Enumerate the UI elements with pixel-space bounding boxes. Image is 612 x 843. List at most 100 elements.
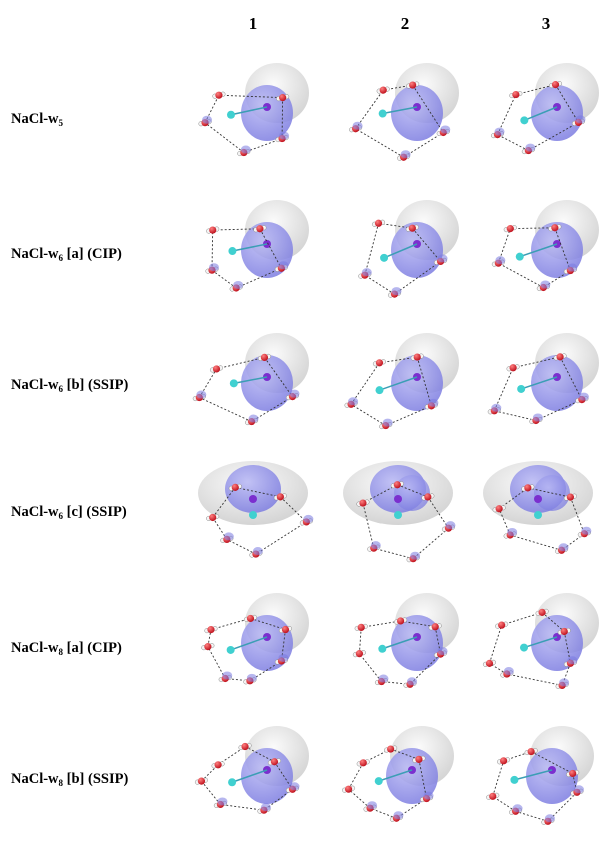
oxygen-atom [374, 219, 383, 227]
oxygen-atom [569, 769, 577, 778]
column-header-1: 1 [248, 14, 258, 33]
oxygen-atom [241, 742, 249, 751]
oxygen-atom [281, 625, 290, 634]
water-orbital-lobe [573, 785, 584, 794]
oxygen-atom [209, 226, 217, 234]
water-orbital-lobe [581, 526, 592, 535]
molecule-picture [486, 726, 594, 825]
hydrogen-bond [434, 626, 442, 655]
cell-r2-c1 [185, 192, 325, 312]
oxygen-atom [495, 505, 503, 513]
cell-r4-c3 [480, 455, 612, 575]
hydrogen-bond [361, 620, 401, 628]
isosurface-blue [391, 355, 443, 411]
water-orbital-lobe [437, 647, 448, 656]
sodium-atom [226, 110, 235, 119]
hydrogen-bond [274, 761, 293, 790]
molecule-picture [352, 593, 459, 688]
hydrogen-bond [555, 84, 579, 123]
sodium-atom [380, 253, 389, 262]
water-orbital-lobe [382, 418, 393, 427]
column-header-2: 2 [400, 14, 410, 33]
oxygen-atom [270, 758, 279, 766]
hydrogen-bond [207, 629, 212, 647]
hydrogen-bond [350, 362, 380, 405]
hydrogen-bond [362, 484, 398, 504]
hydrogen-bond [547, 791, 578, 822]
water-orbital-lobe [233, 280, 244, 289]
cell-r5-c3 [475, 585, 612, 705]
sodium-atom [228, 247, 237, 256]
water-orbital-lobe [208, 263, 219, 272]
molecule-picture [198, 63, 309, 157]
hydrogen-bond [506, 673, 563, 686]
cell-r5-c1 [185, 585, 325, 705]
oxygen-atom [538, 608, 546, 616]
water-orbital-lobe [540, 280, 551, 289]
oxygen-atom [379, 86, 387, 94]
oxygen-atom [524, 484, 532, 492]
oxygen-atom [276, 493, 284, 501]
sodium-atom [394, 511, 402, 519]
molecule-picture [198, 461, 314, 558]
sodium-atom [517, 384, 526, 393]
isosurface-blue [531, 355, 583, 411]
water-orbital-lobe [367, 801, 378, 810]
oxygen-atom [408, 224, 416, 232]
hydrogen-bond [515, 84, 556, 96]
isosurface-blue [531, 85, 583, 141]
hydrogen-bond [385, 405, 432, 426]
water-orbital-lobe [240, 145, 251, 154]
water-orbital-lobe [575, 115, 586, 124]
molecule-picture [192, 333, 309, 426]
water-orbital-lobe [428, 398, 439, 407]
sodium-atom [378, 644, 387, 653]
molecule-picture [483, 461, 593, 554]
hydrogen-bond [210, 617, 251, 631]
cell-r3-c3 [475, 325, 612, 445]
hydrogen-bond [492, 795, 516, 812]
cell-r2-c3 [475, 192, 612, 312]
sodium-atom [378, 109, 387, 118]
cell-r5-c2 [335, 585, 475, 705]
oxygen-atom [344, 785, 353, 793]
oxygen-atom [256, 225, 264, 233]
cell-r6-c1 [185, 718, 325, 838]
oxygen-atom [512, 90, 520, 99]
chlorine-atom [394, 495, 402, 503]
hydrogen-bond [364, 274, 395, 295]
hydrogen-bond [216, 356, 265, 370]
molecule-picture [343, 461, 456, 563]
oxygen-atom [375, 359, 384, 367]
hydrogen-bond [563, 631, 571, 664]
water-orbital-lobe [370, 541, 381, 550]
water-orbital-lobe [248, 414, 259, 423]
sodium-atom [226, 645, 235, 654]
chlorine-atom [249, 495, 257, 503]
oxygen-atom [566, 493, 574, 501]
hydrogen-bond [220, 803, 264, 811]
hydrogen-bond [255, 521, 307, 555]
hydrogen-bond [397, 484, 429, 498]
molecule-picture [358, 200, 459, 298]
hydrogen-bond [264, 357, 293, 397]
oxygen-atom [556, 353, 564, 361]
hydrogen-bond [501, 611, 543, 626]
sodium-atom [228, 778, 237, 787]
hydrogen-bond [412, 84, 444, 133]
oxygen-atom [506, 225, 514, 233]
isosurface-blue [394, 475, 430, 511]
sodium-atom [520, 116, 529, 125]
hydrogen-bond [416, 356, 432, 406]
oxygen-atom [413, 353, 421, 361]
water-orbital-lobe [495, 256, 506, 265]
row-label-nacl-w5: NaCl-w5 [11, 111, 64, 128]
hydrogen-bond [281, 629, 286, 662]
hydrogen-bond [510, 227, 555, 230]
water-orbital-lobe [525, 143, 536, 152]
water-orbital-lobe [303, 514, 314, 523]
oxygen-atom [359, 499, 367, 507]
cell-r4-c1 [195, 455, 335, 575]
oxygen-atom [560, 627, 568, 636]
hydrogen-bond [350, 403, 386, 426]
